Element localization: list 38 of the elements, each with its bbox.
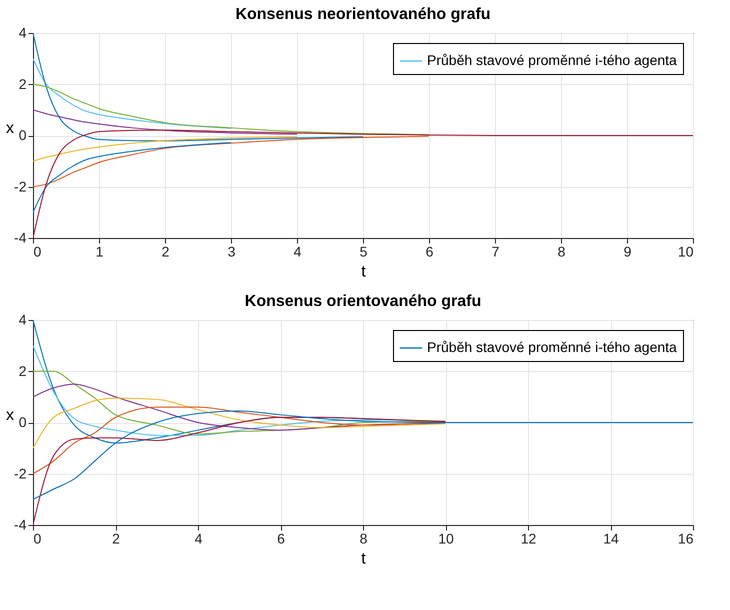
y-tick-label: 0	[18, 414, 27, 430]
x-tick-label: 6	[426, 244, 434, 260]
y-axis-title: x	[6, 407, 14, 424]
x-tick-label: 0	[34, 530, 42, 546]
x-tick-label: 10	[678, 244, 694, 260]
x-tick-label: 16	[678, 530, 694, 546]
x-tick-label: 7	[492, 244, 500, 260]
x-tick-label: 12	[520, 530, 536, 546]
chart-title: Konsenus orientovaného grafu	[244, 293, 482, 310]
x-tick-label: 2	[162, 244, 170, 260]
x-tick-label: 1	[96, 244, 104, 260]
x-axis-title: t	[361, 264, 366, 280]
y-axis-title: x	[6, 120, 14, 137]
x-tick-label: 8	[360, 530, 368, 546]
legend-label: Průběh stavové proměnné i-tého agenta	[427, 52, 678, 68]
y-tick-label: 4	[18, 24, 27, 40]
y-tick-label: 4	[18, 312, 27, 328]
x-tick-label: 3	[228, 244, 236, 260]
x-tick-label: 0	[34, 244, 42, 260]
legend-label: Průběh stavové proměnné i-tého agenta	[427, 339, 678, 355]
y-tick-label: 2	[18, 76, 27, 92]
y-tick-label: 2	[18, 362, 27, 379]
y-tick-label: 0	[18, 127, 27, 143]
x-tick-label: 10	[438, 530, 454, 546]
x-tick-label: 5	[360, 244, 368, 260]
x-tick-label: 9	[624, 244, 632, 260]
x-axis-title: t	[361, 550, 366, 568]
y-tick-label: -4	[14, 516, 27, 532]
x-tick-label: 6	[277, 530, 286, 546]
chart-title: Konsenus neorientovaného grafu	[235, 6, 491, 23]
x-tick-label: 4	[294, 244, 302, 260]
x-tick-label: 4	[194, 530, 203, 546]
x-tick-label: 14	[603, 530, 619, 546]
y-tick-label: -2	[14, 178, 27, 194]
x-tick-label: 8	[558, 244, 566, 260]
y-tick-label: -2	[14, 465, 27, 482]
y-tick-label: -4	[14, 230, 27, 246]
x-tick-label: 2	[112, 530, 120, 546]
